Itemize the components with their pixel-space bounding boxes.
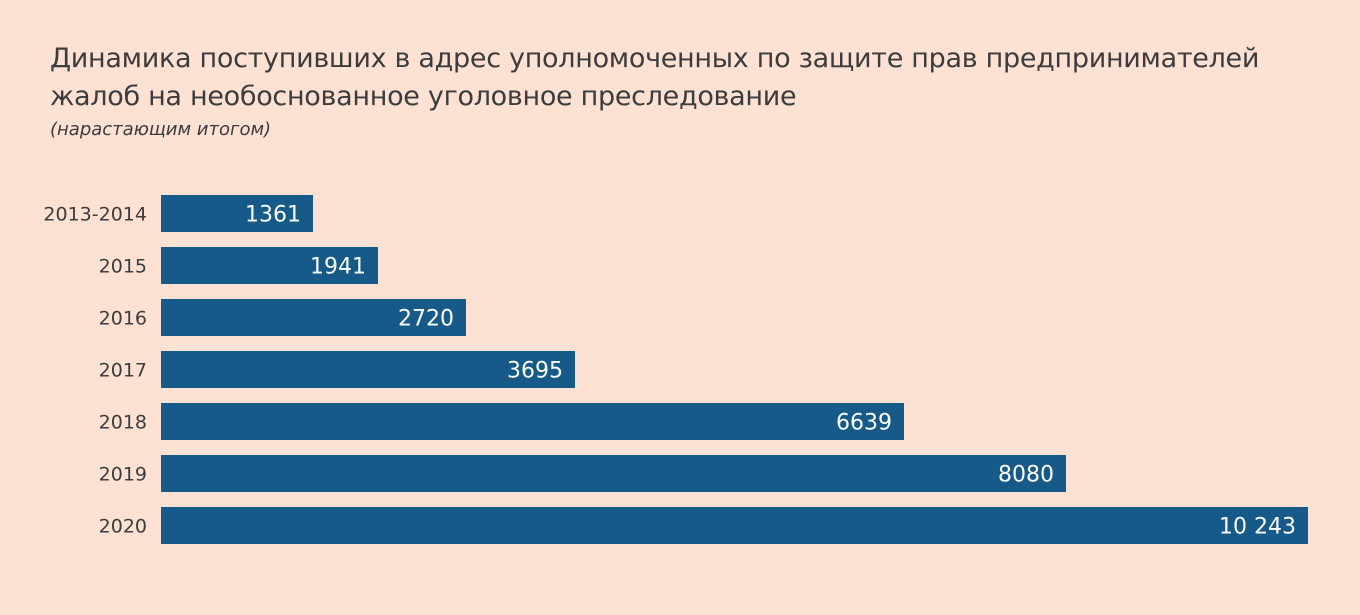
category-tick-label: 2017 bbox=[99, 360, 147, 382]
bar-value-label: 6639 bbox=[836, 411, 892, 436]
bar-value-label: 2720 bbox=[398, 307, 454, 332]
bar-value-label: 3695 bbox=[507, 359, 563, 384]
category-tick-label: 2015 bbox=[99, 256, 147, 278]
category-tick-label: 2019 bbox=[99, 464, 147, 486]
bar-group: 2013-2014 1361 bbox=[43, 195, 313, 232]
bar-group: 2020 10 243 bbox=[99, 507, 1308, 544]
bar-value-label: 1361 bbox=[245, 203, 301, 228]
bar-group: 2019 8080 bbox=[99, 455, 1066, 492]
chart-title: Динамика поступивших в адрес уполномочен… bbox=[50, 43, 1260, 112]
chart-header: Динамика поступивших в адрес уполномочен… bbox=[50, 40, 1340, 142]
bar-group: 2018 6639 bbox=[99, 403, 904, 440]
bar bbox=[161, 351, 575, 388]
category-tick-label: 2020 bbox=[99, 516, 147, 538]
bar-value-label: 8080 bbox=[998, 463, 1054, 488]
category-tick-label: 2018 bbox=[99, 412, 147, 434]
bar-group: 2017 3695 bbox=[99, 351, 575, 388]
bar bbox=[161, 195, 313, 232]
category-tick-label: 2013-2014 bbox=[43, 204, 147, 226]
chart-subtitle: (нарастающим итогом) bbox=[50, 119, 272, 140]
bar-group: 2015 1941 bbox=[99, 247, 378, 284]
bar bbox=[161, 455, 1066, 492]
bar-value-label: 1941 bbox=[310, 255, 366, 280]
bar bbox=[161, 403, 904, 440]
category-tick-label: 2016 bbox=[99, 308, 147, 330]
bar bbox=[161, 247, 378, 284]
bar bbox=[161, 507, 1308, 544]
bar-group: 2016 2720 bbox=[99, 299, 466, 336]
bar-value-label: 10 243 bbox=[1219, 515, 1296, 540]
bar bbox=[161, 299, 466, 336]
